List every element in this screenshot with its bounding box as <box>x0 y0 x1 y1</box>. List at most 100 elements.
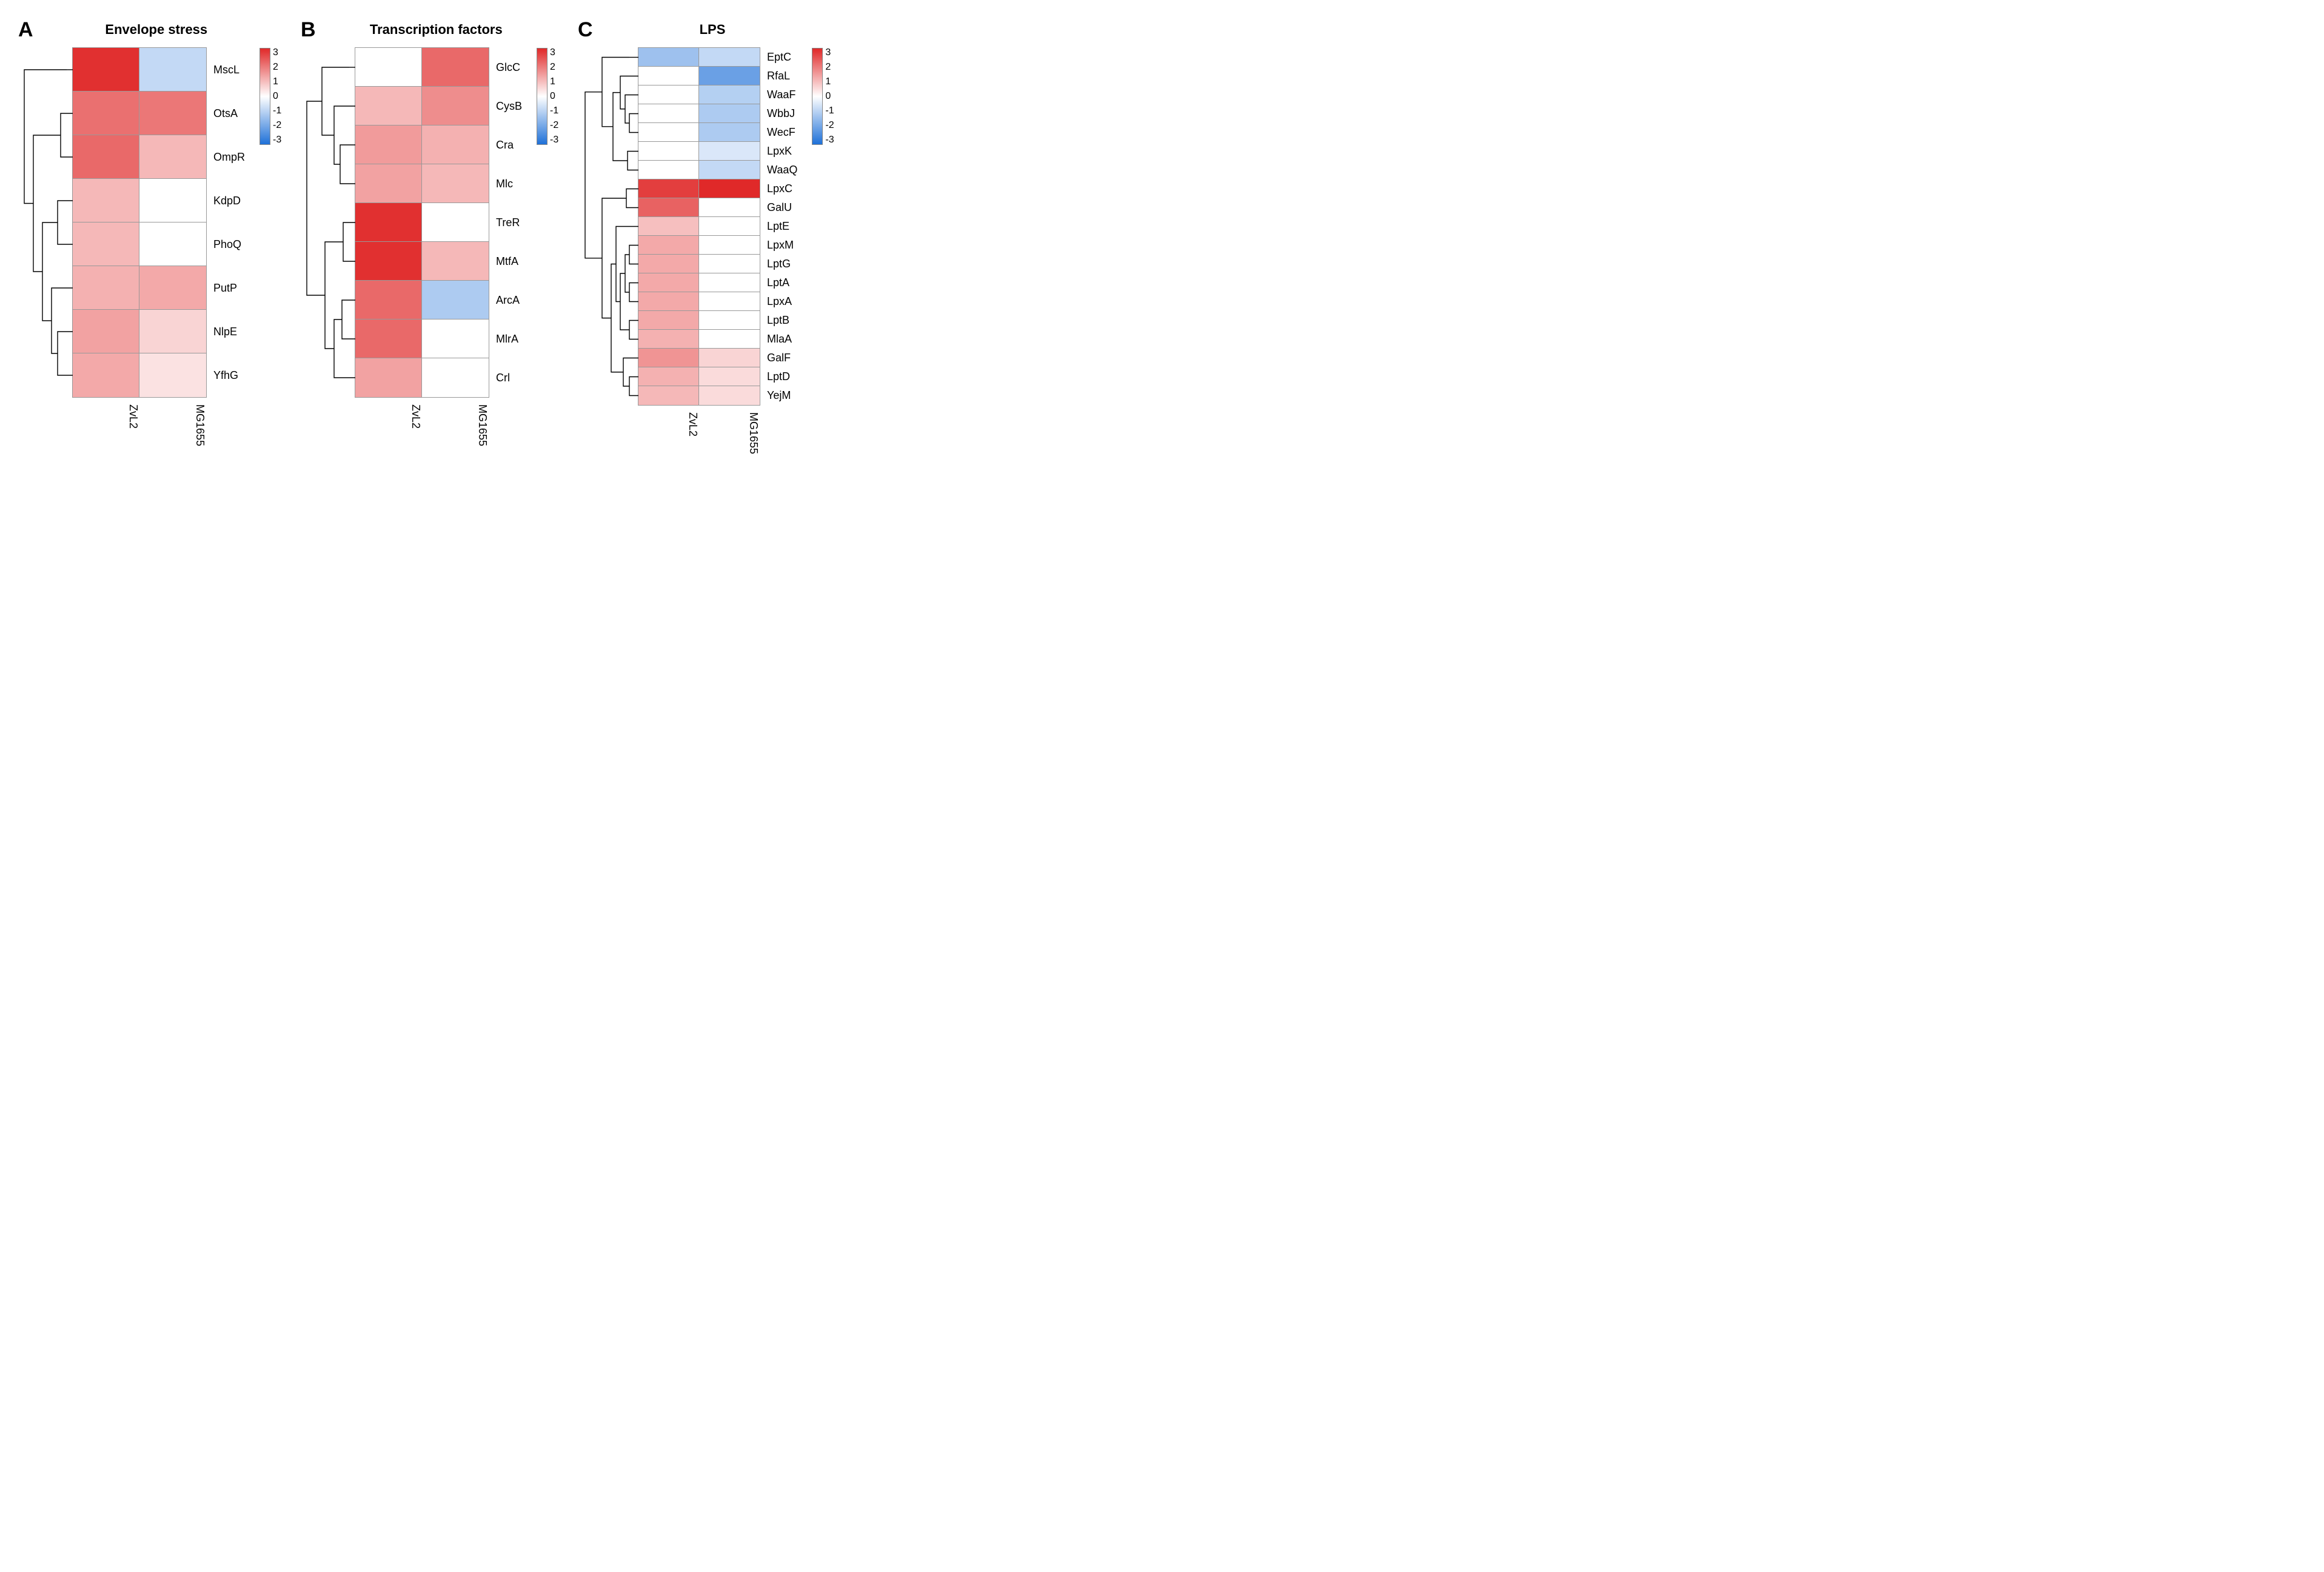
column-labels: ZvL2MG1655 <box>73 403 206 446</box>
row-label: WaaQ <box>766 161 797 179</box>
panel-A: A Envelope stress MscLOtsAOmpRKdpDPhoQPu… <box>18 18 270 446</box>
heatmap-cell <box>638 236 699 255</box>
row-label: LptB <box>766 311 797 330</box>
dendrogram <box>18 48 73 397</box>
row-label: RfaL <box>766 67 797 85</box>
row-label: LptD <box>766 367 797 386</box>
row-label: TreR <box>495 203 522 242</box>
heatmap-cell <box>422 48 489 87</box>
heatmap-cell <box>699 255 760 273</box>
colorbar-tick: 0 <box>273 92 281 101</box>
colorbar-tick: 3 <box>550 48 558 58</box>
heatmap-grid <box>355 48 489 397</box>
heatmap-cell <box>699 48 760 67</box>
row-label: YfhG <box>212 353 245 397</box>
panel-body: GlcCCysBCraMlcTreRMtfAArcAMlrACrl 3210-1… <box>301 48 548 446</box>
heatmap-cell <box>139 179 206 222</box>
heatmap-cell <box>638 349 699 367</box>
colorbar-tick: -3 <box>273 135 281 145</box>
panel-body: EptCRfaLWaaFWbbJWecFLpxKWaaQLpxCGalULptE… <box>578 48 823 454</box>
heatmap-cell <box>699 67 760 85</box>
dendrogram <box>301 48 355 397</box>
heatmap-cell <box>699 367 760 386</box>
heatmap-cell <box>638 292 699 311</box>
heatmap-cell <box>699 179 760 198</box>
heatmap-cell <box>699 236 760 255</box>
row-label: ArcA <box>495 281 522 319</box>
panel-header: A Envelope stress <box>18 18 270 42</box>
panel-header: C LPS <box>578 18 823 42</box>
heatmap-cell <box>638 48 699 67</box>
row-label: LpxC <box>766 179 797 198</box>
colorbar-tick: 1 <box>825 77 834 87</box>
heatmap-cell <box>73 222 139 266</box>
row-label: LpxK <box>766 142 797 161</box>
figure-container: A Envelope stress MscLOtsAOmpRKdpDPhoQPu… <box>18 18 2306 454</box>
colorbar: 3210-1-2-3 <box>812 48 823 405</box>
heatmap-cell <box>73 92 139 135</box>
heatmap-cell <box>355 125 422 164</box>
heatmap-cell <box>355 87 422 125</box>
heatmap-cell <box>139 92 206 135</box>
colorbar-tick: 2 <box>273 62 281 72</box>
row-label: GalU <box>766 198 797 217</box>
colorbar-tick: -1 <box>550 106 558 116</box>
row-label: NlpE <box>212 310 245 353</box>
heatmap-cell <box>73 266 139 310</box>
heatmap-cell <box>422 164 489 203</box>
heatmap-cell <box>139 222 206 266</box>
heatmap-grid <box>638 48 760 405</box>
panel-letter: A <box>18 18 33 42</box>
heatmap-cell <box>139 135 206 179</box>
panel-title: Envelope stress <box>42 22 270 38</box>
heatmap-cell <box>699 217 760 236</box>
row-label: Cra <box>495 125 522 164</box>
column-label: ZvL2 <box>638 411 699 454</box>
column-labels: ZvL2MG1655 <box>355 403 489 446</box>
colorbar-tick: -2 <box>273 121 281 130</box>
heatmap-cell <box>73 353 139 397</box>
colorbar-tick: 0 <box>550 92 558 101</box>
colorbar-tick: -3 <box>825 135 834 145</box>
panel-title: Transcription factors <box>325 22 548 38</box>
heatmap-cell <box>699 85 760 104</box>
heatmap-cell <box>638 161 699 179</box>
panel-body: MscLOtsAOmpRKdpDPhoQPutPNlpEYfhG 3210-1-… <box>18 48 270 446</box>
heatmap-cell <box>638 67 699 85</box>
column-label: ZvL2 <box>355 403 422 446</box>
heatmap-cell <box>139 266 206 310</box>
column-labels: ZvL2MG1655 <box>638 411 760 454</box>
row-label: CysB <box>495 87 522 125</box>
colorbar-tick: 3 <box>825 48 834 58</box>
row-label: LptG <box>766 255 797 273</box>
heatmap-cell <box>355 358 422 397</box>
heatmap-cell <box>699 349 760 367</box>
row-label: Mlc <box>495 164 522 203</box>
row-label: LpxA <box>766 292 797 311</box>
heatmap-cell <box>699 292 760 311</box>
heatmap-cell <box>699 161 760 179</box>
row-label: KdpD <box>212 179 245 222</box>
heatmap-cell <box>139 353 206 397</box>
heatmap-cell <box>699 386 760 405</box>
dendrogram <box>578 48 638 405</box>
row-labels: EptCRfaLWaaFWbbJWecFLpxKWaaQLpxCGalULptE… <box>766 48 797 405</box>
row-label: WaaF <box>766 85 797 104</box>
panel-title: LPS <box>602 22 823 38</box>
heatmap-cell <box>422 125 489 164</box>
colorbar-tick: 1 <box>273 77 281 87</box>
colorbar-tick: 2 <box>550 62 558 72</box>
heatmap-cell <box>638 85 699 104</box>
heatmap-cell <box>422 281 489 319</box>
row-label: MtfA <box>495 242 522 281</box>
colorbar-tick: -3 <box>550 135 558 145</box>
heatmap-cell <box>355 203 422 242</box>
heatmap-cell <box>422 203 489 242</box>
column-label: ZvL2 <box>73 403 139 446</box>
heatmap-cell <box>73 310 139 353</box>
row-label: WecF <box>766 123 797 142</box>
column-label: MG1655 <box>699 411 760 454</box>
heatmap-cell <box>73 48 139 92</box>
row-label: MlrA <box>495 319 522 358</box>
row-labels: GlcCCysBCraMlcTreRMtfAArcAMlrACrl <box>495 48 522 397</box>
